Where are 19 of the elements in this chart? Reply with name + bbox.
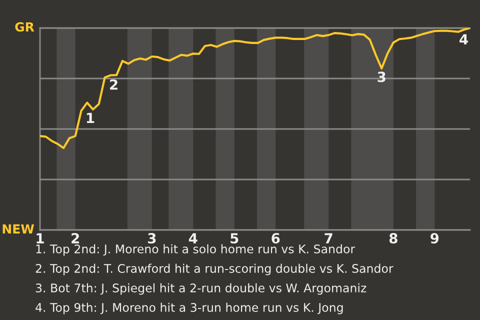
annotation: 4 [460, 34, 468, 44]
text: GR [15, 22, 34, 32]
text: 2. Top 2nd: T. Crawford hit a run-scoring double vs K. Sandor [36, 264, 394, 276]
text: 4. Top 9th: J. Moreno hit a 3-run home run vs K. Jong [36, 302, 343, 314]
x-tick-label: 8 [389, 233, 398, 244]
text: NEW [2, 224, 34, 234]
text: 3. Bot 7th: J. Spiegel hit a 2-run double vs W. Argomaniz [36, 283, 366, 295]
x-tick-label: 3 [148, 233, 156, 244]
x-tick-label: 7 [324, 233, 332, 244]
x-tick-label: 5 [230, 233, 238, 244]
annotation: 1 [86, 112, 94, 123]
x-tick-label: 4 [188, 233, 198, 244]
annotation: 3 [378, 72, 386, 82]
text: 1. Top 2nd: J. Moreno hit a solo home run vs K. Sandor [36, 244, 356, 256]
x-tick-label: 9 [430, 233, 439, 244]
x-tick-label: 6 [272, 233, 280, 244]
x-tick-label: 1 [36, 233, 44, 244]
x-tick-label: 2 [72, 233, 79, 244]
annotation: 2 [110, 79, 118, 90]
